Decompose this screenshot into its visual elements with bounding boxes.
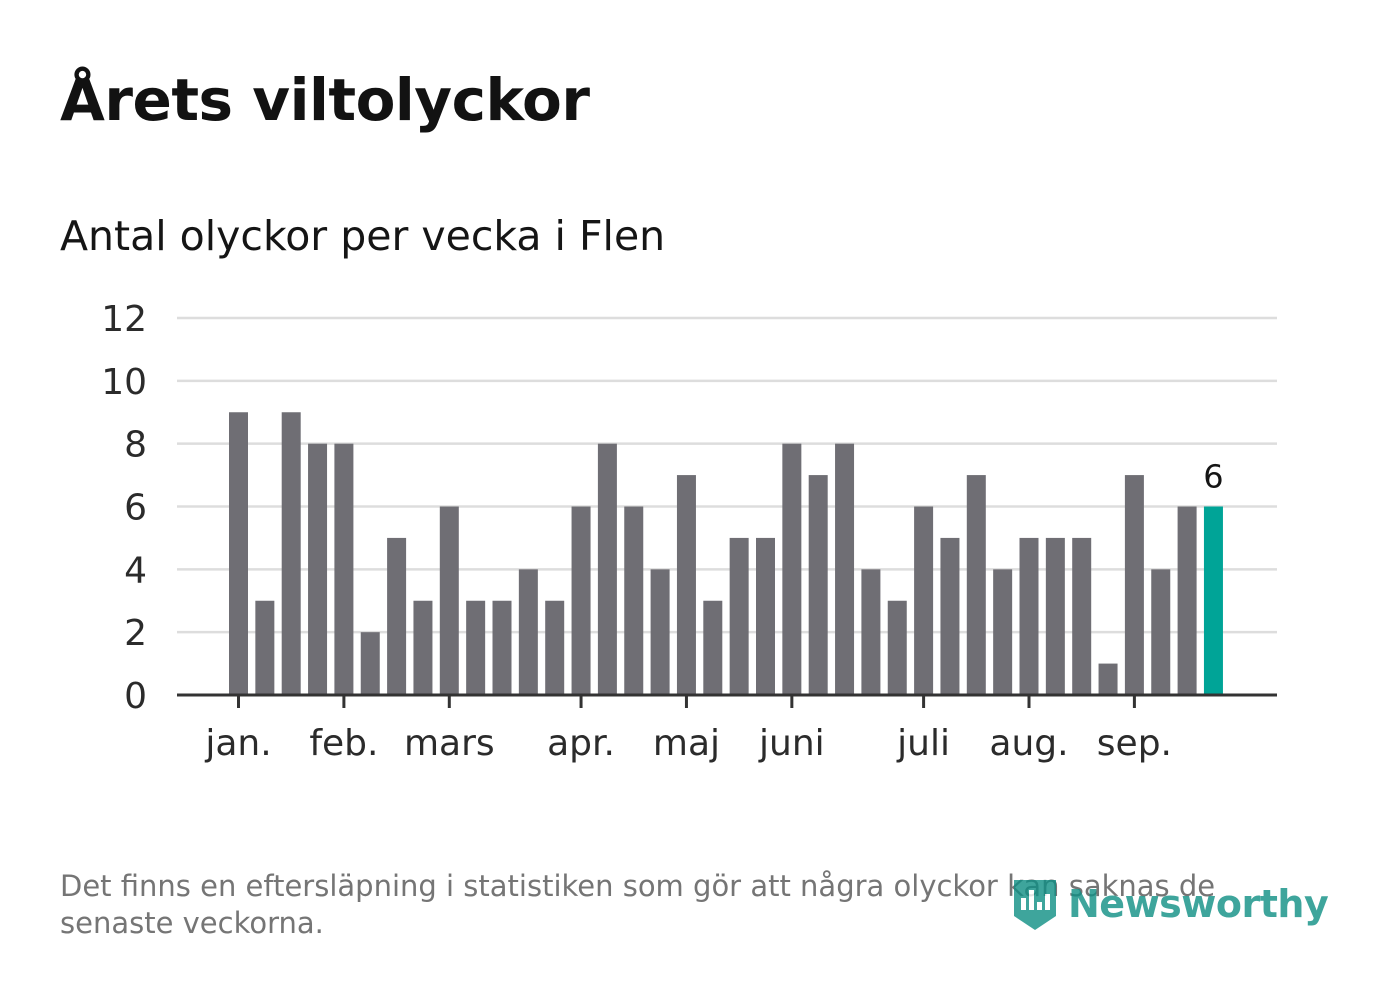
bar xyxy=(597,443,617,695)
bars xyxy=(229,412,1223,695)
y-tick-label: 2 xyxy=(124,613,147,654)
x-tick-label: apr. xyxy=(547,723,615,764)
y-axis-labels: 0 2 4 6 8 10 12 xyxy=(101,299,147,717)
bar xyxy=(466,600,486,695)
x-tick-label: mars xyxy=(404,723,495,764)
bar xyxy=(545,600,565,695)
bar xyxy=(756,537,775,695)
bar xyxy=(835,443,855,695)
bar xyxy=(255,600,275,695)
bar xyxy=(334,443,354,695)
bar xyxy=(281,412,301,695)
bar xyxy=(703,600,723,695)
annotations: 6 xyxy=(1203,458,1223,496)
bar xyxy=(360,632,380,695)
bar xyxy=(387,537,407,695)
y-tick-label: 12 xyxy=(101,299,147,340)
y-tick-label: 8 xyxy=(124,425,147,466)
bar xyxy=(887,600,907,695)
bar xyxy=(729,537,749,695)
newsworthy-logo-icon xyxy=(1014,880,1056,930)
bar xyxy=(571,506,591,695)
brand-logo: Newsworthy xyxy=(1010,876,1329,932)
bar xyxy=(861,569,881,695)
y-tick-label: 0 xyxy=(124,676,147,717)
x-tick-label: feb. xyxy=(309,723,378,764)
bar xyxy=(492,600,512,695)
chart-title: Årets viltolyckor xyxy=(60,66,590,134)
bar xyxy=(1203,506,1223,695)
bar xyxy=(1072,537,1092,695)
chart-subtitle: Antal olyckor per vecka i Flen xyxy=(60,212,666,260)
bar xyxy=(439,506,459,695)
bar xyxy=(1151,569,1171,695)
bar xyxy=(1124,475,1144,695)
bar xyxy=(914,506,934,695)
x-tick-label: jan. xyxy=(204,723,271,764)
bar xyxy=(1098,663,1118,695)
y-tick-label: 10 xyxy=(101,362,147,403)
bar xyxy=(676,475,696,695)
bar xyxy=(940,537,960,695)
x-axis: jan. feb. mars apr. maj juni juli aug. sep. xyxy=(177,693,1277,764)
x-tick-label: juni xyxy=(758,723,825,764)
x-tick-label: juli xyxy=(896,723,950,764)
y-tick-label: 4 xyxy=(124,550,147,591)
bar xyxy=(1177,506,1197,695)
x-tick-label: maj xyxy=(653,723,720,764)
bar xyxy=(782,443,802,695)
brand-name: Newsworthy xyxy=(1068,882,1329,926)
highlight-value-label: 6 xyxy=(1203,458,1223,496)
bar xyxy=(229,412,248,695)
bar xyxy=(650,569,670,695)
gridlines xyxy=(177,316,1277,634)
bar xyxy=(518,569,538,695)
x-tick-label: sep. xyxy=(1097,723,1172,764)
bar xyxy=(308,443,328,695)
bar xyxy=(993,569,1013,695)
x-tick-label: aug. xyxy=(989,723,1068,764)
bar xyxy=(624,506,644,695)
bar xyxy=(1045,537,1065,695)
bar xyxy=(808,475,828,695)
bar xyxy=(1019,537,1039,695)
y-tick-label: 6 xyxy=(124,488,147,529)
bar xyxy=(413,600,433,695)
bar xyxy=(966,475,986,695)
